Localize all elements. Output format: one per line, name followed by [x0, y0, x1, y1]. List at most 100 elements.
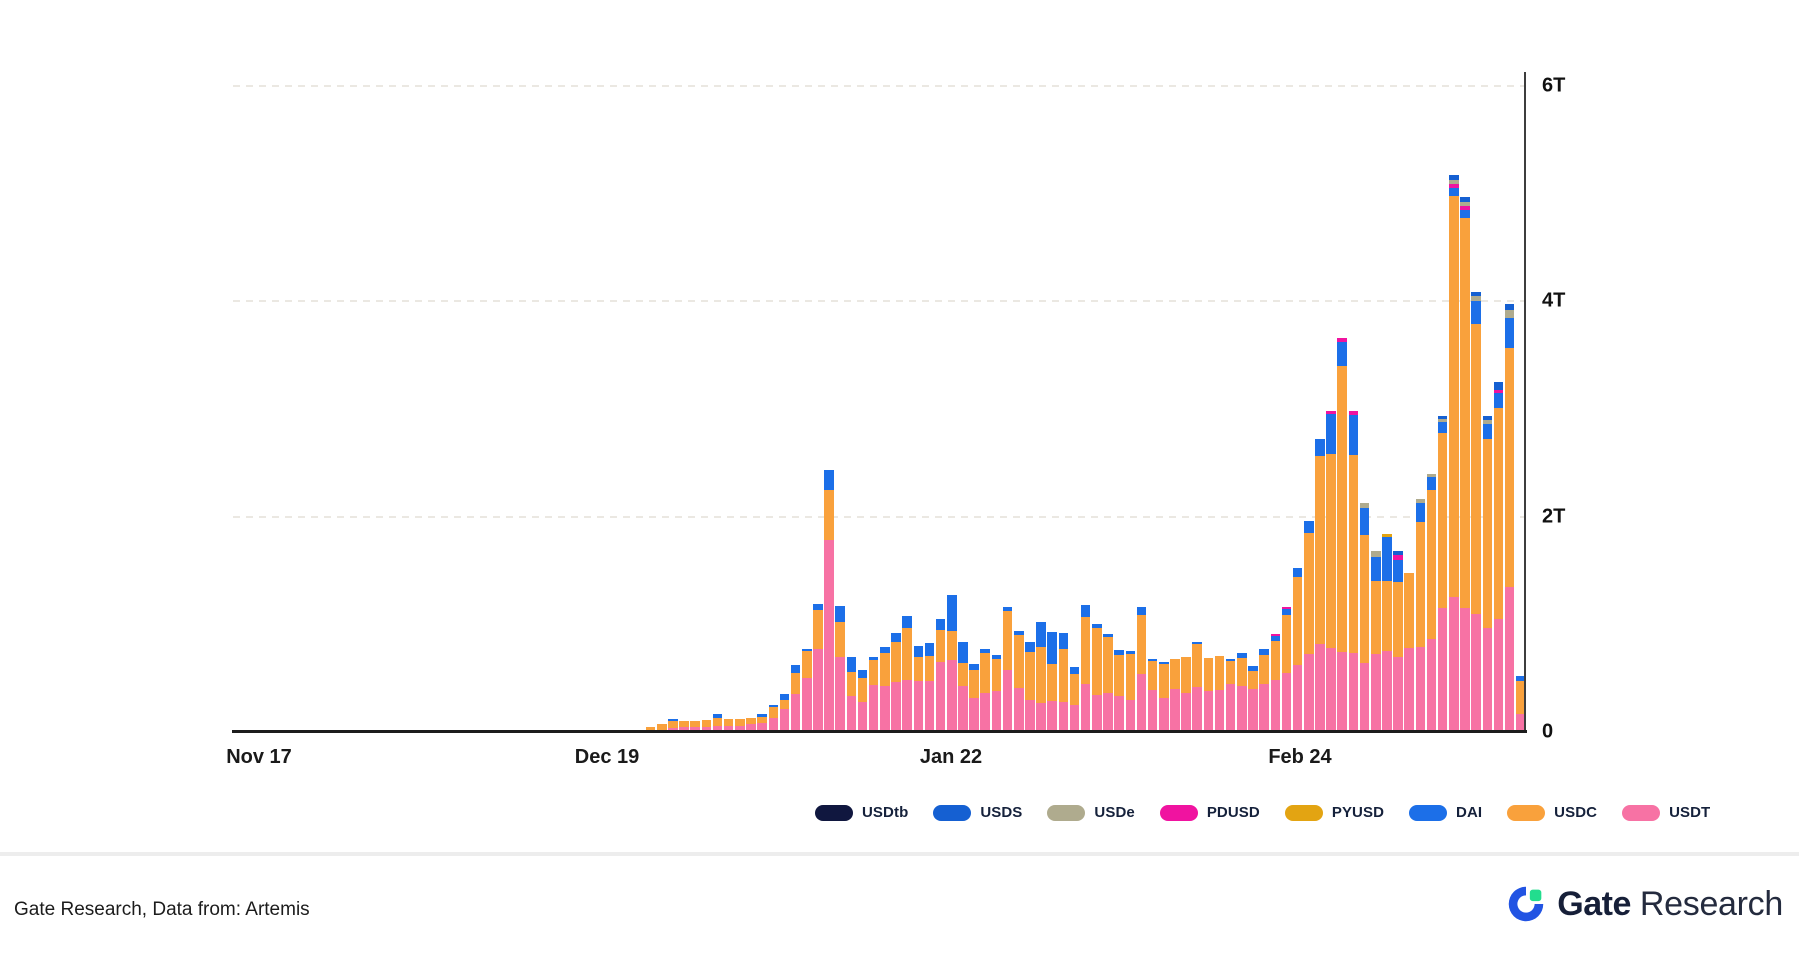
bar[interactable] [768, 705, 779, 732]
legend-item-usds[interactable]: USDS [933, 804, 1022, 821]
bar[interactable] [1080, 604, 1091, 732]
bar[interactable] [801, 649, 812, 732]
bar[interactable] [1471, 291, 1481, 732]
bar[interactable] [1393, 551, 1403, 732]
bar[interactable] [1326, 411, 1336, 732]
bar[interactable] [1504, 303, 1515, 732]
bar[interactable] [712, 713, 723, 732]
bar[interactable] [1147, 658, 1158, 732]
legend-item-usdc[interactable]: USDC [1507, 804, 1597, 821]
bar[interactable] [1036, 622, 1046, 732]
bar[interactable] [947, 595, 957, 732]
bar-segment-dai [712, 713, 723, 719]
bar[interactable] [1426, 473, 1437, 732]
bar[interactable] [1181, 656, 1191, 732]
bar-segment-dai [1515, 676, 1526, 682]
bar[interactable] [1114, 650, 1124, 732]
bar[interactable] [902, 615, 912, 732]
legend-item-usdt[interactable]: USDT [1622, 804, 1710, 821]
bar[interactable] [891, 632, 901, 732]
legend-item-pdusd[interactable]: PDUSD [1159, 804, 1260, 821]
bar-segment-dai [824, 470, 834, 490]
bar[interactable] [1382, 533, 1392, 732]
bar[interactable] [880, 646, 890, 732]
bar[interactable] [1125, 651, 1136, 732]
bar[interactable] [1348, 411, 1359, 732]
bar[interactable] [1092, 624, 1102, 732]
bar[interactable] [679, 721, 689, 732]
bar[interactable] [757, 713, 767, 732]
bar[interactable] [723, 719, 734, 732]
bar-segment-usdt [1393, 656, 1403, 732]
bar[interactable] [991, 654, 1002, 732]
bar[interactable] [701, 720, 712, 732]
bar[interactable] [1192, 641, 1202, 732]
bar[interactable] [1170, 658, 1180, 732]
bar-segment-usdc [880, 653, 890, 686]
legend-item-dai[interactable]: DAI [1409, 804, 1482, 821]
bar[interactable] [1449, 175, 1459, 732]
bar[interactable] [1103, 634, 1113, 732]
bar[interactable] [958, 641, 968, 732]
bar[interactable] [1292, 568, 1303, 732]
bar[interactable] [846, 656, 857, 732]
bar[interactable] [1359, 502, 1370, 732]
bar[interactable] [935, 618, 946, 732]
bar[interactable] [1370, 551, 1381, 732]
bar[interactable] [1158, 662, 1169, 732]
bar[interactable] [1404, 572, 1414, 732]
legend-item-usdtb[interactable]: USDtb [815, 804, 908, 821]
bar[interactable] [779, 694, 790, 732]
bar[interactable] [1002, 607, 1013, 732]
bar[interactable] [1493, 382, 1504, 732]
bar[interactable] [1515, 676, 1526, 732]
bar[interactable] [790, 665, 801, 732]
bar[interactable] [1214, 655, 1225, 732]
bar[interactable] [1058, 632, 1069, 732]
bar[interactable] [1304, 521, 1314, 732]
bar[interactable] [1437, 415, 1448, 732]
bar[interactable] [1025, 641, 1035, 732]
bar[interactable] [1482, 415, 1493, 732]
bar-segment-usdt [1192, 686, 1202, 732]
bar[interactable] [857, 669, 868, 732]
bar-segment-usdt [1370, 654, 1381, 732]
bar[interactable] [1069, 667, 1080, 732]
bar[interactable] [835, 606, 845, 732]
bar[interactable] [1047, 631, 1057, 732]
bar-segment-usdt [1136, 673, 1147, 732]
bar-segment-dai [1270, 636, 1281, 641]
bar[interactable] [868, 656, 879, 732]
bar[interactable] [1013, 630, 1024, 732]
legend-item-usde[interactable]: USDe [1047, 804, 1135, 821]
bar[interactable] [668, 719, 678, 732]
bar[interactable] [980, 649, 991, 732]
bar[interactable] [735, 719, 745, 732]
bar[interactable] [690, 721, 700, 732]
bar[interactable] [924, 642, 935, 732]
bar[interactable] [1203, 657, 1214, 732]
bar[interactable] [969, 664, 979, 732]
bar-segment-usdt [735, 725, 745, 732]
bar[interactable] [913, 645, 924, 732]
bar[interactable] [824, 470, 834, 732]
bar[interactable] [1270, 634, 1281, 732]
bar[interactable] [1225, 658, 1236, 732]
bar-segment-dai [1237, 653, 1247, 658]
bar-segment-usdc [1203, 657, 1214, 692]
bar[interactable] [746, 718, 756, 732]
bar[interactable] [1415, 499, 1426, 732]
bar[interactable] [1315, 439, 1325, 732]
bar-segment-usdt [1415, 646, 1426, 732]
bar[interactable] [1281, 607, 1292, 732]
bar[interactable] [1259, 649, 1269, 732]
bar-segment-usdt [813, 649, 823, 732]
bar-segment-usdt [1103, 693, 1113, 732]
bar[interactable] [813, 603, 823, 732]
bar[interactable] [1337, 337, 1348, 732]
bar[interactable] [1136, 607, 1147, 732]
bar[interactable] [1237, 653, 1247, 732]
legend-item-pyusd[interactable]: PYUSD [1284, 804, 1384, 821]
bar[interactable] [1248, 666, 1258, 732]
bar[interactable] [1460, 196, 1470, 732]
